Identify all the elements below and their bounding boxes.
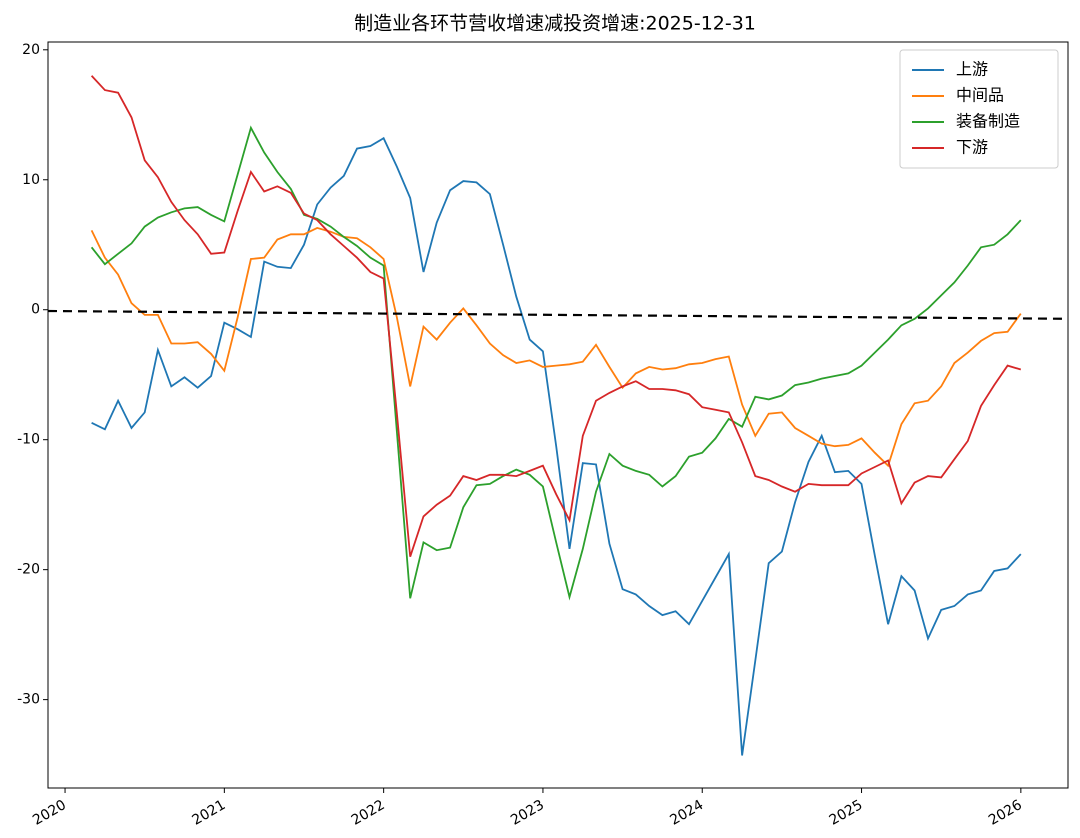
- y-tick-label: 0: [31, 302, 40, 318]
- legend-label: 上游: [956, 60, 988, 79]
- legend-label: 中间品: [956, 86, 1004, 105]
- plot-frame: [47, 41, 1069, 789]
- series-line: [90, 125, 1022, 601]
- legend-label: 下游: [956, 138, 988, 157]
- legend-label: 装备制造: [956, 112, 1020, 131]
- series-line: [91, 136, 1022, 756]
- y-tick-label: -20: [17, 562, 40, 578]
- x-tick-label: 2023: [508, 797, 547, 829]
- series-line: [90, 226, 1022, 468]
- chart-title: 制造业各环节营收增速减投资增速:2025-12-31: [354, 13, 756, 35]
- x-tick-label: 2021: [189, 797, 228, 829]
- legend-box: [899, 49, 1059, 169]
- x-tick-label: 2026: [986, 797, 1025, 829]
- x-tick-label: 2020: [30, 797, 69, 829]
- y-tick-label: 10: [22, 172, 40, 188]
- x-tick-label: 2024: [667, 797, 706, 829]
- trend-line: [47, 309, 1069, 320]
- series-line: [90, 75, 1022, 557]
- y-tick-label: -10: [17, 432, 40, 448]
- y-tick-label: -30: [17, 692, 40, 708]
- x-tick-label: 2025: [827, 797, 866, 829]
- y-tick-label: 20: [22, 42, 40, 58]
- x-tick-label: 2022: [349, 797, 388, 829]
